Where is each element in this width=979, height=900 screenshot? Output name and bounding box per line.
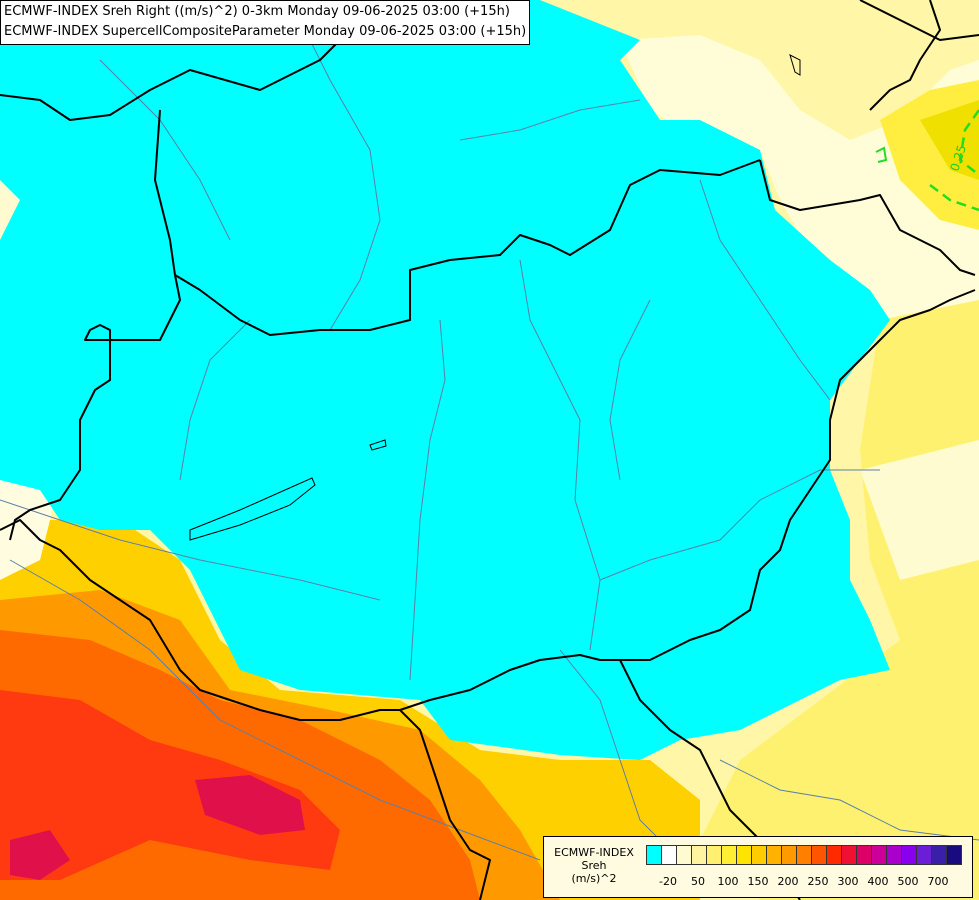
- legend-tick-label: 150: [747, 875, 769, 888]
- legend-swatch: [691, 845, 707, 865]
- legend-swatch: [736, 845, 752, 865]
- legend-swatch: [676, 845, 692, 865]
- legend-tick-label: 700: [927, 875, 949, 888]
- legend-swatch: [871, 845, 887, 865]
- legend-swatch: [706, 845, 722, 865]
- crimson-spot-2: [10, 830, 70, 880]
- color-legend: ECMWF-INDEX Sreh (m/s)^2 -20 50 100 150 200 2…: [543, 836, 973, 898]
- pale-yellow-east: [860, 440, 979, 580]
- title-line-1: ECMWF-INDEX Sreh Right ((m/s)^2) 0-3km M…: [4, 4, 510, 19]
- legend-tick-label: 300: [837, 875, 859, 888]
- legend-tick-label: 200: [777, 875, 799, 888]
- legend-swatch: [856, 845, 872, 865]
- legend-swatch: [841, 845, 857, 865]
- legend-swatch: [646, 845, 662, 865]
- legend-tick-label: 250: [807, 875, 829, 888]
- legend-swatch: [751, 845, 767, 865]
- scp-contour-3: [875, 146, 888, 163]
- legend-swatch: [931, 845, 947, 865]
- legend-model: ECMWF-INDEX: [554, 846, 634, 859]
- crimson-spot-1: [195, 775, 305, 835]
- legend-tick-label: 400: [867, 875, 889, 888]
- legend-swatch: [661, 845, 677, 865]
- legend-swatch: [916, 845, 932, 865]
- legend-swatch: [886, 845, 902, 865]
- scp-contour-2: [958, 109, 979, 176]
- legend-tick-label: 500: [897, 875, 919, 888]
- title-line-2: ECMWF-INDEX SupercellCompositeParameter …: [4, 24, 527, 39]
- pale-edge-west: [0, 180, 20, 240]
- legend-swatch: [796, 845, 812, 865]
- legend-unit: (m/s)^2: [571, 872, 617, 885]
- legend-swatch: [826, 845, 842, 865]
- map-title-box: ECMWF-INDEX Sreh Right ((m/s)^2) 0-3km M…: [0, 0, 531, 45]
- legend-tick-label: 50: [691, 875, 705, 888]
- legend-swatch: [766, 845, 782, 865]
- lake-small: [369, 439, 387, 451]
- legend-tick-label: -20: [659, 875, 677, 888]
- legend-tick-label: 100: [717, 875, 739, 888]
- legend-swatch: [721, 845, 737, 865]
- legend-param: Sreh: [581, 859, 607, 872]
- legend-swatch: [946, 845, 962, 865]
- legend-swatch: [901, 845, 917, 865]
- legend-name: ECMWF-INDEX Sreh (m/s)^2: [548, 846, 640, 885]
- pale-yellow-region-north: [620, 35, 979, 330]
- lake-balaton: [189, 477, 316, 541]
- deep-yellow-northeast: [920, 100, 979, 180]
- lake-north: [789, 54, 801, 76]
- legend-swatch: [811, 845, 827, 865]
- yellow-region-east: [700, 300, 979, 900]
- rivers: [0, 19, 979, 881]
- scp-contour: [929, 184, 979, 212]
- legend-swatches: [646, 845, 962, 865]
- legend-swatch: [781, 845, 797, 865]
